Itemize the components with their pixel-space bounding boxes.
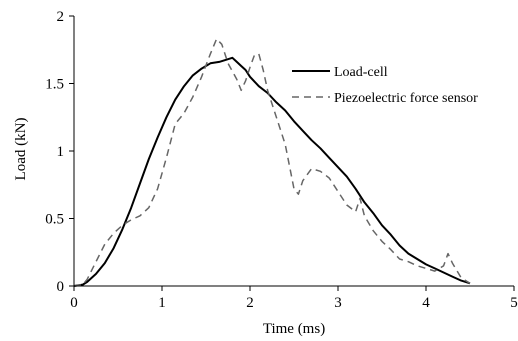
legend-label-piezoelectric: Piezoelectric force sensor bbox=[334, 91, 478, 106]
series-layer bbox=[73, 38, 471, 287]
y-tick-label: 1.5 bbox=[45, 77, 64, 93]
x-tick-label: 1 bbox=[158, 295, 166, 311]
x-tick-label: 5 bbox=[510, 295, 518, 311]
y-tick-label: 2 bbox=[57, 9, 65, 25]
x-tick-label: 3 bbox=[334, 295, 342, 311]
y-tick-label: 1 bbox=[57, 144, 65, 160]
y-axis: 0 0.5 1 1.5 2 bbox=[45, 9, 75, 295]
series-line-piezoelectric-force-sensor bbox=[73, 38, 471, 287]
x-tick-label: 0 bbox=[70, 295, 78, 311]
y-tick-label: 0 bbox=[57, 279, 65, 295]
series-line-load-cell bbox=[73, 56, 471, 287]
x-axis-label: Time (ms) bbox=[263, 321, 325, 337]
x-tick-label: 2 bbox=[246, 295, 254, 311]
y-axis-label: Load (kN) bbox=[13, 118, 29, 181]
legend: Load-cell Piezoelectric force sensor bbox=[292, 65, 478, 106]
legend-label-load-cell: Load-cell bbox=[334, 65, 388, 80]
y-tick-label: 0.5 bbox=[45, 212, 64, 228]
x-axis: 0 1 2 3 4 5 bbox=[70, 285, 518, 311]
x-tick-label: 4 bbox=[422, 295, 430, 311]
